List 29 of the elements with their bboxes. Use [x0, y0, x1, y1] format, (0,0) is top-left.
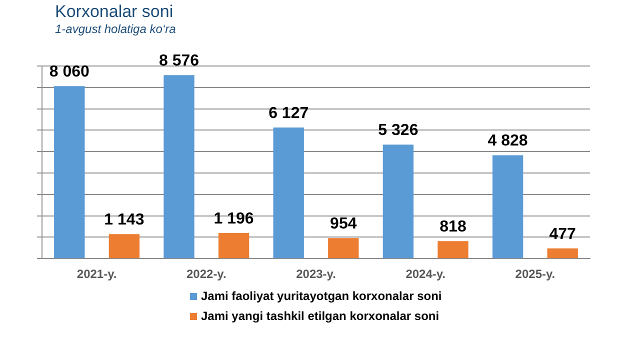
bar: [328, 238, 359, 258]
x-tick-label: 2023-y.: [296, 267, 336, 282]
bar: [438, 241, 468, 258]
data-label: 477: [549, 226, 576, 243]
data-label: 1 143: [104, 212, 144, 229]
bar: [164, 75, 194, 258]
data-label: 4 828: [488, 132, 528, 150]
bar: [218, 233, 250, 258]
chart-subtitle: 1-avgust holatiga ko‘ra: [55, 22, 176, 36]
data-label: 954: [330, 216, 357, 233]
x-tick-label: 2025-y.: [515, 267, 556, 282]
data-label: 6 127: [268, 104, 309, 122]
chart-title: Korxonalar soni: [55, 2, 174, 22]
data-label: 8 576: [158, 52, 200, 70]
legend-label: Jami faoliyat yuritayotgan korxonalar soni: [201, 289, 442, 303]
bar: [382, 144, 414, 258]
data-label: 8 060: [49, 64, 90, 81]
data-label: 1 196: [214, 210, 254, 228]
bar: [273, 127, 304, 258]
x-tick-label: 2022-y.: [186, 267, 226, 282]
bar: [108, 234, 140, 258]
bar: [54, 86, 85, 258]
x-tick-label: 2021-y.: [76, 267, 117, 282]
data-label: 818: [440, 218, 466, 236]
bar: [492, 155, 524, 258]
x-tick-label: 2024-y.: [406, 267, 446, 282]
data-label: 5 326: [378, 122, 418, 140]
bar: [547, 248, 578, 258]
legend-label: Jami yangi tashkil etilgan korxonalar soni: [201, 309, 440, 323]
